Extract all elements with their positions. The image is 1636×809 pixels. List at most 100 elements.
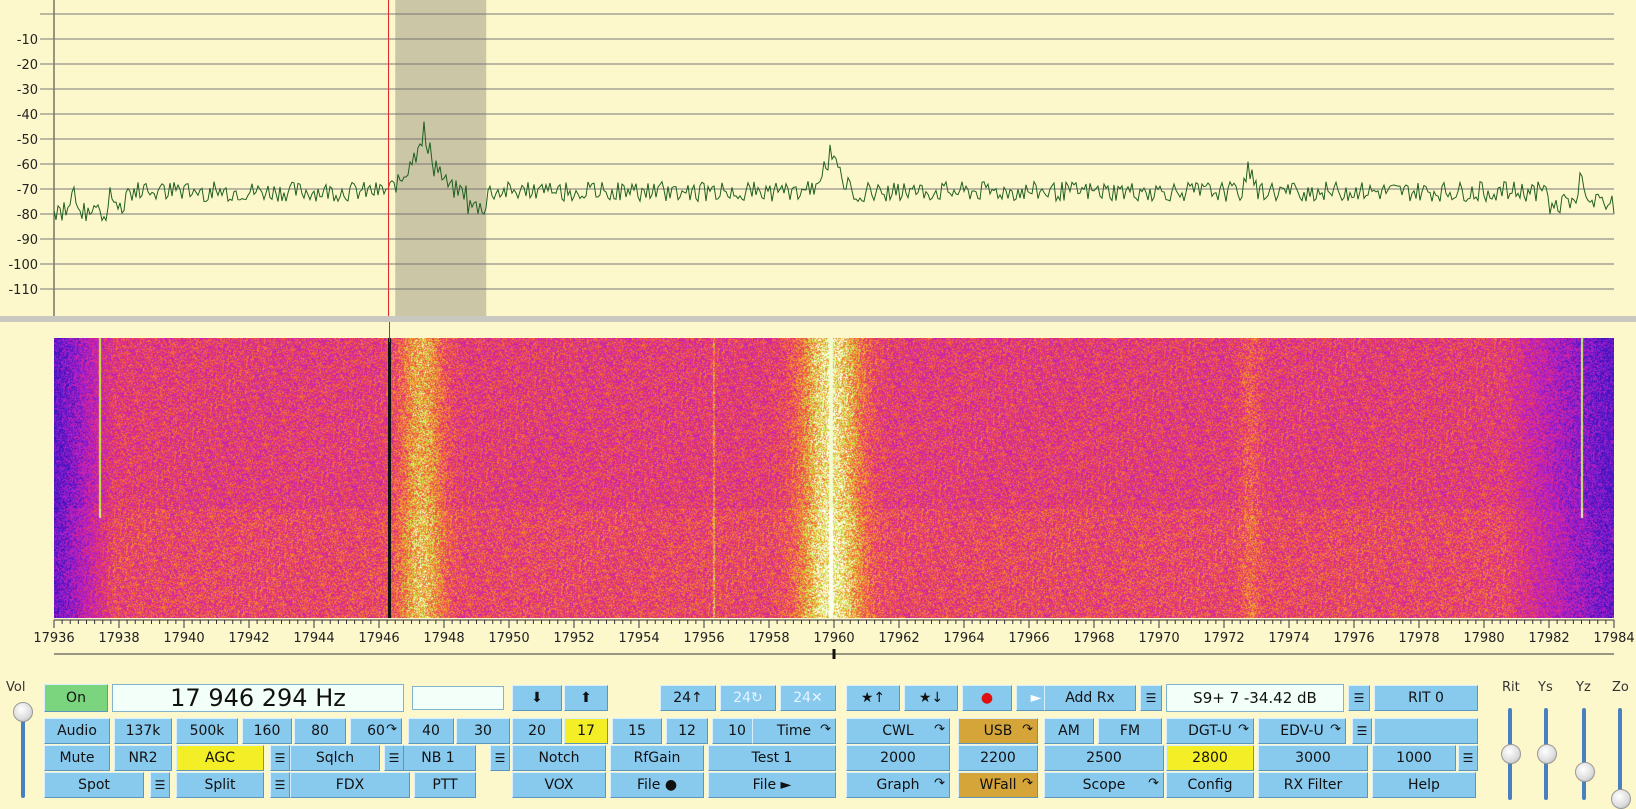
scope-button[interactable]: Scope ↷ [1044, 772, 1164, 798]
freq-tick-label: 17936 [33, 631, 74, 646]
record-icon: ● [980, 690, 994, 706]
band-button-15[interactable]: 15 [612, 718, 662, 744]
nr2-button[interactable]: NR2 [114, 745, 172, 771]
filter-slider-icon[interactable]: ☰ [1458, 745, 1478, 771]
add-rx-button[interactable]: Add Rx [1044, 685, 1136, 711]
notch-button[interactable]: Notch [512, 745, 606, 771]
mode-am[interactable]: AM [1044, 718, 1094, 744]
tune-down-button[interactable]: ⬇ [512, 685, 562, 711]
slider-knob-ys[interactable] [1537, 744, 1557, 764]
mode-cwl[interactable]: CWL ↷ [846, 718, 950, 744]
smeter-list-icon[interactable]: ☰ [1348, 685, 1370, 711]
waterfall-cursor-red [389, 322, 390, 342]
config-button[interactable]: Config [1166, 772, 1254, 798]
spot-button-0[interactable]: Spot [44, 772, 144, 798]
cycle-icon: ↷ [1148, 776, 1159, 791]
passband-region[interactable] [395, 0, 487, 318]
mode-fm[interactable]: FM [1098, 718, 1162, 744]
slider-knob-zo[interactable] [1611, 789, 1631, 809]
nb-1-button-label: NB 1 [421, 750, 455, 766]
waterfall-display[interactable] [54, 338, 1614, 618]
band-button-20[interactable]: 20 [512, 718, 562, 744]
blank-button[interactable] [1374, 718, 1478, 744]
band-button-17[interactable]: 17 [564, 718, 608, 744]
filter-2200[interactable]: 2200 [958, 745, 1038, 771]
nb-1-button[interactable]: NB 1 [400, 745, 476, 771]
help-button[interactable]: Help [1372, 772, 1476, 798]
filter-2500[interactable]: 2500 [1044, 745, 1164, 771]
rx-filter-button[interactable]: RX Filter [1258, 772, 1368, 798]
frequency-entry[interactable] [412, 686, 504, 710]
band-button-60[interactable]: 60 ↷ [350, 718, 402, 744]
frequency-display[interactable]: 17 946 294 Hz [112, 684, 404, 712]
sqlch-button[interactable]: Sqlch [290, 745, 380, 771]
mute-button[interactable]: Mute [44, 745, 110, 771]
spot-button-0-label: Spot [78, 777, 110, 793]
record-button[interactable]: ● [962, 685, 1012, 711]
agc-button-label: AGC [205, 750, 235, 766]
frequency-axis[interactable]: 17936 17938 17940 17942 17944 17946 17948 17950… [0, 618, 1636, 660]
agc-slider-icon[interactable]: ☰ [270, 745, 290, 771]
agc-button[interactable]: AGC [176, 745, 264, 771]
mode-dgt-u[interactable]: DGT-U ↷ [1166, 718, 1254, 744]
band-button-time-label: Time [776, 723, 812, 739]
band-button-160[interactable]: 160 [242, 718, 292, 744]
band-button-audio[interactable]: Audio [44, 718, 110, 744]
filter-3000[interactable]: 3000 [1258, 745, 1368, 771]
volume-slider[interactable] [21, 708, 25, 798]
band-button-500k[interactable]: 500k [176, 718, 238, 744]
band-button-80[interactable]: 80 [294, 718, 346, 744]
star-up-button[interactable]: ★↑ [846, 685, 900, 711]
slider-knob-yz[interactable] [1575, 762, 1595, 782]
vox-button-4[interactable]: VOX [512, 772, 606, 798]
spot-slider-icon[interactable]: ☰ [150, 772, 170, 798]
band-button-10-label: 10 [728, 723, 746, 739]
nb-list-icon[interactable]: ☰ [490, 745, 510, 771]
rit-button[interactable]: RIT 0 [1374, 685, 1478, 711]
band-button-137k[interactable]: 137k [114, 718, 172, 744]
freq-tick-label: 17954 [618, 631, 659, 646]
mode-list-icon[interactable]: ☰ [1352, 718, 1372, 744]
wfall-button[interactable]: WFall ↷ [958, 772, 1038, 798]
freq-tick-label: 17942 [228, 631, 269, 646]
file-button-6[interactable]: File ► [708, 772, 836, 798]
band-button-30[interactable]: 30 [456, 718, 510, 744]
power-on-button[interactable]: On [44, 684, 108, 712]
split-list-icon[interactable]: ☰ [270, 772, 290, 798]
volume-knob[interactable] [13, 702, 33, 722]
file-button-5[interactable]: File ● [610, 772, 704, 798]
tune-up-button[interactable]: ⬆ [564, 685, 608, 711]
graph-button[interactable]: Graph ↷ [846, 772, 950, 798]
cycle-icon: ↷ [820, 722, 831, 737]
star-down-button[interactable]: ★↓ [904, 685, 958, 711]
filter-2000[interactable]: 2000 [846, 745, 950, 771]
pane-separator[interactable] [0, 316, 1636, 322]
test-1-button[interactable]: Test 1 [708, 745, 836, 771]
mode-usb[interactable]: USB ↷ [958, 718, 1038, 744]
slider-knob-rit[interactable] [1501, 744, 1521, 764]
center-marker[interactable] [832, 649, 836, 659]
sqlch-slider-icon[interactable]: ☰ [384, 745, 404, 771]
fdx-button-2[interactable]: FDX [290, 772, 410, 798]
split-button-1[interactable]: Split [176, 772, 264, 798]
waterfall-pane[interactable] [0, 322, 1636, 618]
file-button-5-label: File ● [636, 777, 678, 793]
ptt-button-3[interactable]: PTT [414, 772, 476, 798]
slider-zo[interactable] [1618, 708, 1622, 800]
mode-edv-u-label: EDV-U [1280, 723, 1324, 739]
band-button-40[interactable]: 40 [408, 718, 454, 744]
memory-recall-button[interactable]: 24↻ [720, 685, 776, 711]
rfgain-button[interactable]: RfGain [610, 745, 704, 771]
rx-list-icon[interactable]: ☰ [1140, 685, 1162, 711]
band-button-time[interactable]: Time ↷ [752, 718, 836, 744]
memory-clear-button[interactable]: 24✕ [780, 685, 836, 711]
memory-store-button[interactable]: 24↑ [660, 685, 716, 711]
spectrum-graph[interactable]: -10 -20 -30 -40 -50 -60 -70 -80 -90 -100 -110 [0, 0, 1636, 318]
slider-yz[interactable] [1582, 708, 1586, 800]
filter-2800[interactable]: 2800 [1166, 745, 1254, 771]
spectrum-plot[interactable]: -10 -20 -30 -40 -50 -60 -70 -80 -90 -100 -110 [0, 0, 1636, 318]
mode-edv-u[interactable]: EDV-U ↷ [1258, 718, 1346, 744]
band-button-12[interactable]: 12 [666, 718, 708, 744]
nr2-button-label: NR2 [128, 750, 158, 766]
filter-1000[interactable]: 1000 [1372, 745, 1456, 771]
